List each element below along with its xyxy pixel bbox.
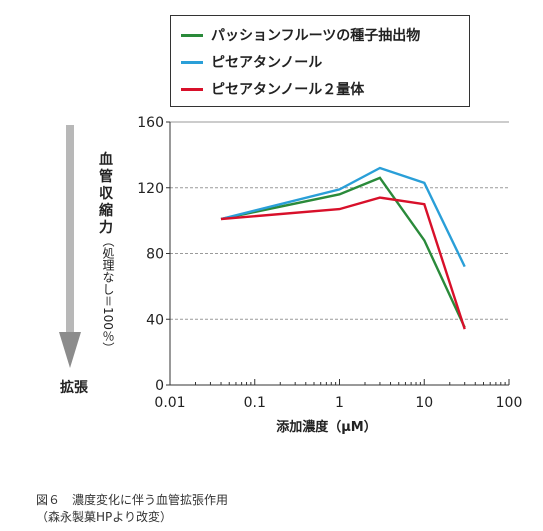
y-tick-label: 40 [146,312,164,328]
y-tick-label: 0 [155,378,164,394]
y-axis-label: 血管収縮力 [99,152,113,236]
series-line-2 [220,196,466,330]
series-line-0 [220,176,466,329]
legend-item-piceatannol: ピセアタンノール [181,52,322,72]
x-axis-label: 添加濃度（μM） [276,420,377,435]
x-tick-label: 0.1 [244,395,266,411]
figure-caption: 図６ 濃度変化に伴う血管拡張作用 （森永製菓HPより改変） [36,492,228,526]
y-tick-label: 160 [137,115,164,131]
x-tick-label: 0.01 [154,395,185,411]
legend-item-seed-extract: パッションフルーツの種子抽出物 [181,25,420,45]
x-tick-label: 10 [415,395,433,411]
legend-label-piceatannol: ピセアタンノール [211,55,323,71]
x-tick-label: 1 [335,395,344,411]
caption-line-1: 図６ 濃度変化に伴う血管拡張作用 [36,493,229,507]
dilation-arrow-shaft [66,125,74,333]
legend-label-seed-extract: パッションフルーツの種子抽出物 [211,28,421,44]
legend: パッションフルーツの種子抽出物 ピセアタンノール ピセアタンノール２量体 [170,15,470,107]
caption-line-2: （森永製菓HPより改変） [36,510,173,524]
x-tick-label: 100 [496,395,523,411]
series-line-1 [220,166,466,268]
dilation-label: 拡張 [60,380,88,396]
y-axis-sublabel: （処理なし＝100％） [101,235,115,354]
legend-label-piceatannol-dimer: ピセアタンノール２量体 [211,82,365,98]
legend-item-piceatannol-dimer: ピセアタンノール２量体 [181,79,364,99]
y-tick-label: 80 [146,247,164,263]
legend-swatch-seed-extract [181,33,203,37]
y-tick-label: 120 [137,181,164,197]
dilation-arrow-head [59,332,81,368]
legend-swatch-piceatannol-dimer [181,87,203,91]
legend-swatch-piceatannol [181,60,203,64]
